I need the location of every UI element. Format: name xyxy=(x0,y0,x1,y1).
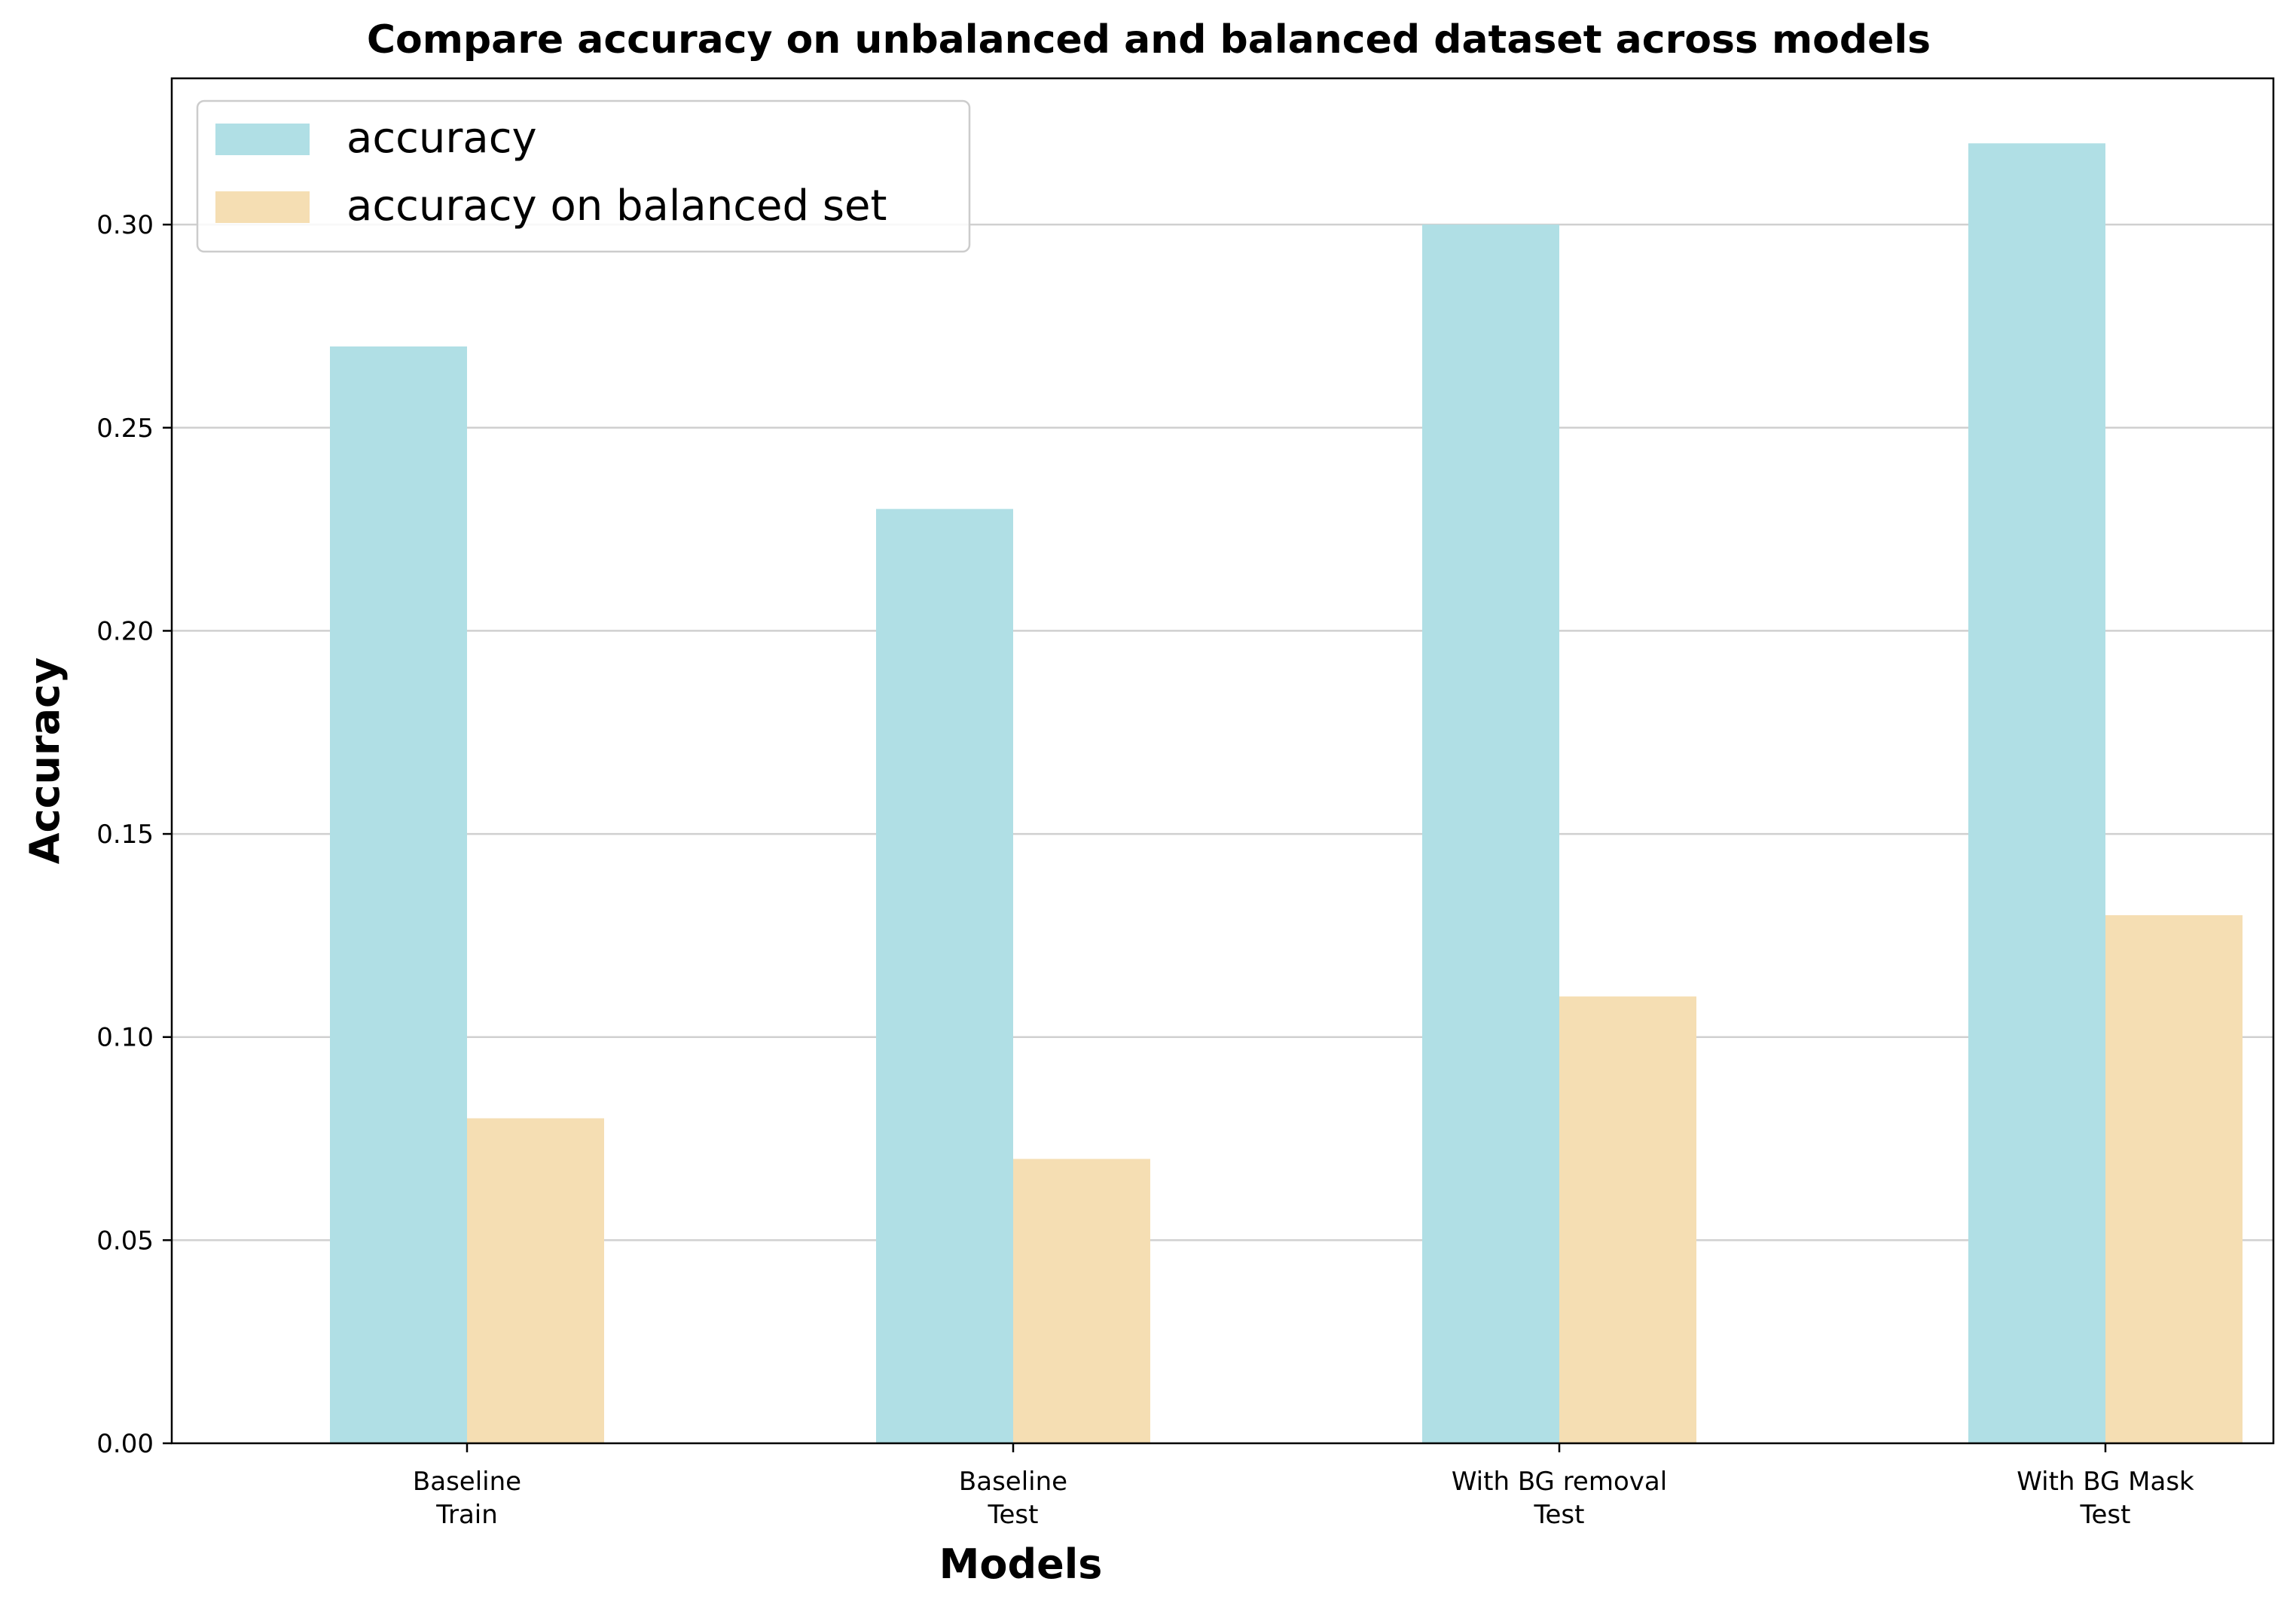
y-tick-label: 0.05 xyxy=(96,1226,154,1256)
x-tick-label: With BG Mask xyxy=(2017,1467,2194,1497)
y-tick-label: 0.30 xyxy=(96,210,154,240)
legend-label-accuracy: accuracy xyxy=(347,114,537,163)
x-tick-label: Train xyxy=(435,1500,498,1530)
bar-accuracy xyxy=(876,508,1013,1444)
y-tick-label: 0.25 xyxy=(96,414,154,444)
bar-accuracy-balanced xyxy=(467,1118,604,1443)
y-tick-label: 0.20 xyxy=(96,616,154,646)
y-tick-label: 0.15 xyxy=(96,820,154,850)
bar-accuracy-balanced xyxy=(1013,1159,1150,1443)
legend: accuracy accuracy on balanced set xyxy=(196,99,971,253)
legend-swatch-accuracy xyxy=(215,124,310,155)
x-tick-label: With BG removal xyxy=(1452,1467,1667,1497)
y-axis-title: Accuracy xyxy=(21,658,69,865)
x-tick-label: Test xyxy=(2080,1500,2131,1530)
y-axis: 0.00 0.05 0.10 0.15 0.20 0.25 0.30 xyxy=(96,210,172,1459)
x-tick-label: Baseline xyxy=(413,1467,521,1497)
bar-accuracy xyxy=(330,346,467,1443)
x-tick-label: Baseline xyxy=(959,1467,1067,1497)
legend-label-accuracy-balanced: accuracy on balanced set xyxy=(347,182,887,231)
chart-title: Compare accuracy on unbalanced and balan… xyxy=(367,17,1931,63)
y-tick-label: 0.00 xyxy=(96,1429,154,1459)
bar-accuracy xyxy=(1422,224,1559,1444)
x-tick-label: Test xyxy=(988,1500,1039,1530)
bar-accuracy-balanced xyxy=(1559,996,1696,1443)
x-axis-title: Models xyxy=(939,1540,1103,1588)
legend-swatch-accuracy-balanced xyxy=(215,191,310,223)
y-tick-label: 0.10 xyxy=(96,1023,154,1053)
bars xyxy=(330,143,2243,1444)
x-tick-label: Test xyxy=(1534,1500,1585,1530)
bar-accuracy-balanced xyxy=(2105,914,2243,1443)
legend-frame xyxy=(196,99,971,253)
bar-accuracy xyxy=(1968,143,2105,1443)
plot-frame xyxy=(170,77,2275,1445)
